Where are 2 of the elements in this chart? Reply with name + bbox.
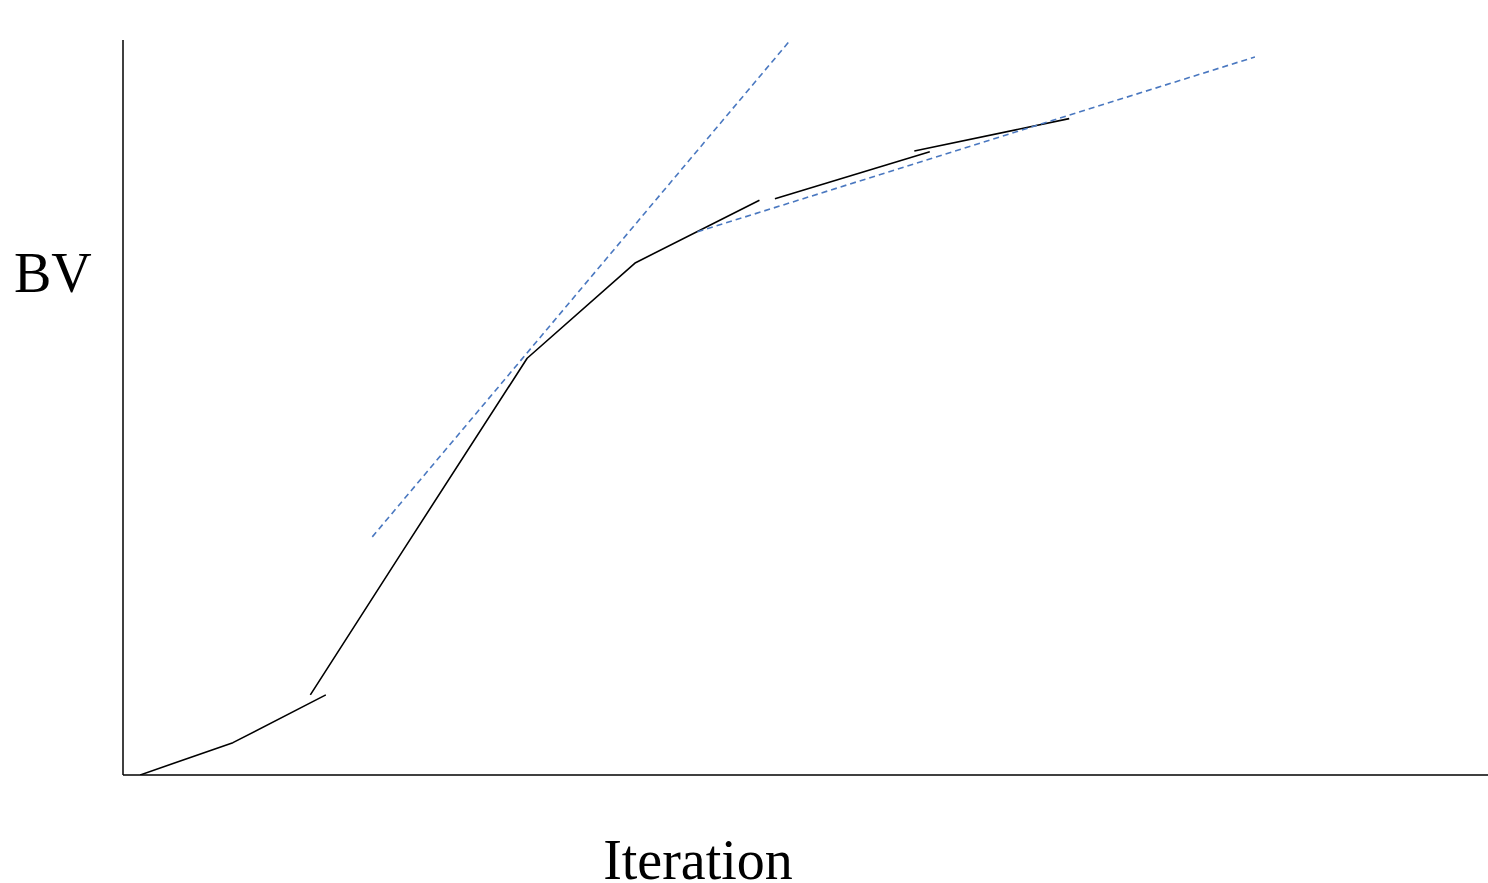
y-axis-title: BV <box>14 242 92 304</box>
x-axis-title: Iteration <box>602 829 794 883</box>
